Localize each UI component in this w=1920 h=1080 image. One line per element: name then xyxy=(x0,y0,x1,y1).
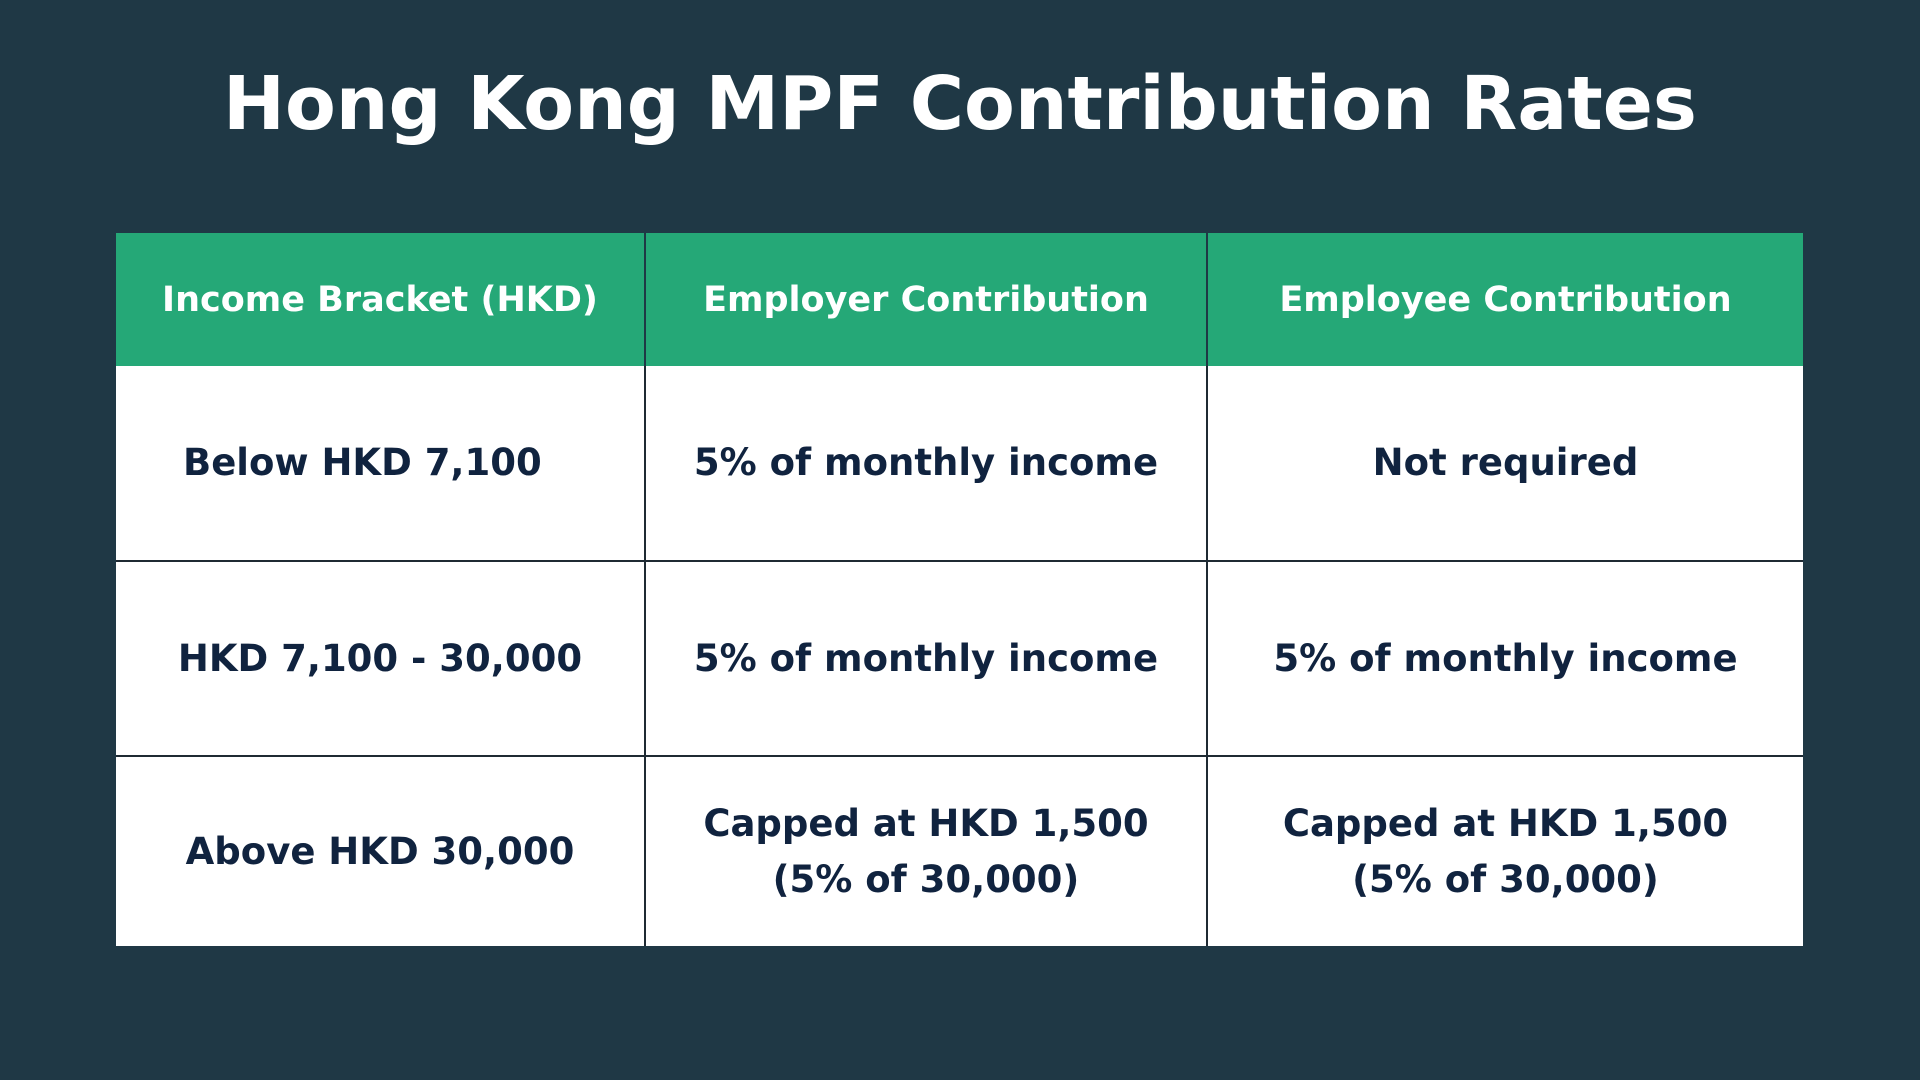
cell-employee: 5% of monthly income xyxy=(1206,560,1803,756)
header-employer-contribution: Employer Contribution xyxy=(644,233,1207,366)
cell-line: Capped at HKD 1,500 xyxy=(1282,801,1729,845)
contribution-table: Income Bracket (HKD) Employer Contributi… xyxy=(116,233,1803,946)
cell-employer: 5% of monthly income xyxy=(644,366,1207,561)
table-row: Below HKD 7,100 5% of monthly income Not… xyxy=(116,366,1803,561)
cell-employer: 5% of monthly income xyxy=(644,560,1207,756)
cell-line: Capped at HKD 1,500 xyxy=(703,801,1149,845)
table-row: Above HKD 30,000 Capped at HKD 1,500 (5% … xyxy=(116,755,1803,946)
cell-line: Above HKD 30,000 xyxy=(185,829,575,873)
cell-employee: Capped at HKD 1,500 (5% of 30,000) xyxy=(1206,755,1803,946)
table-header-row: Income Bracket (HKD) Employer Contributi… xyxy=(116,233,1803,366)
cell-income-bracket: Above HKD 30,000 xyxy=(116,755,645,946)
cell-income-bracket: Below HKD 7,100 xyxy=(116,366,645,561)
cell-employer: Capped at HKD 1,500 (5% of 30,000) xyxy=(644,755,1207,946)
cell-line: (5% of 30,000) xyxy=(1352,857,1659,901)
cell-employee: Not required xyxy=(1206,366,1803,561)
cell-income-bracket: HKD 7,100 - 30,000 xyxy=(116,560,645,756)
header-income-bracket: Income Bracket (HKD) xyxy=(116,233,645,366)
table-row: HKD 7,100 - 30,000 5% of monthly income … xyxy=(116,560,1803,756)
header-employee-contribution: Employee Contribution xyxy=(1206,233,1803,366)
page-title: Hong Kong MPF Contribution Rates xyxy=(223,61,1697,147)
cell-line: (5% of 30,000) xyxy=(772,857,1080,901)
